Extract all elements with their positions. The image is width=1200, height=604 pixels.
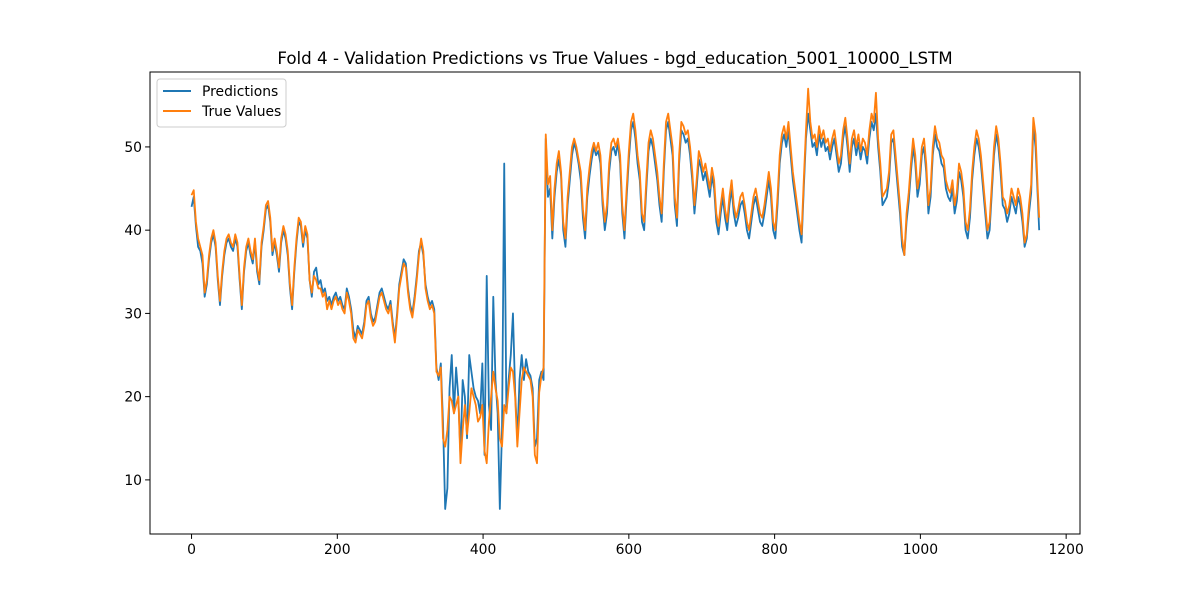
x-tick-label: 1000 xyxy=(903,542,938,558)
x-tick-label: 400 xyxy=(470,542,497,558)
y-axis-ticks: 10 20 30 40 50 xyxy=(124,140,150,489)
x-tick-label: 200 xyxy=(324,542,351,558)
legend-label-true-values: True Values xyxy=(201,104,281,120)
x-axis-ticks: 0 200 400 600 800 1000 1200 xyxy=(187,534,1084,558)
series-lines xyxy=(190,87,1041,510)
x-tick-label: 1200 xyxy=(1048,542,1083,558)
y-tick-label: 10 xyxy=(124,473,142,489)
legend: Predictions True Values xyxy=(156,78,287,128)
legend-label-predictions: Predictions xyxy=(202,84,278,100)
y-tick-label: 30 xyxy=(124,306,142,322)
y-tick-label: 40 xyxy=(124,223,142,239)
x-tick-label: 600 xyxy=(616,542,643,558)
series-line-true-values xyxy=(190,87,1041,465)
y-tick-label: 50 xyxy=(124,140,142,156)
chart-title: Fold 4 - Validation Predictions vs True … xyxy=(277,48,952,69)
plot-area-frame xyxy=(149,71,1081,535)
y-tick-label: 20 xyxy=(124,390,142,406)
x-tick-label: 0 xyxy=(187,542,196,558)
x-tick-label: 800 xyxy=(761,542,788,558)
